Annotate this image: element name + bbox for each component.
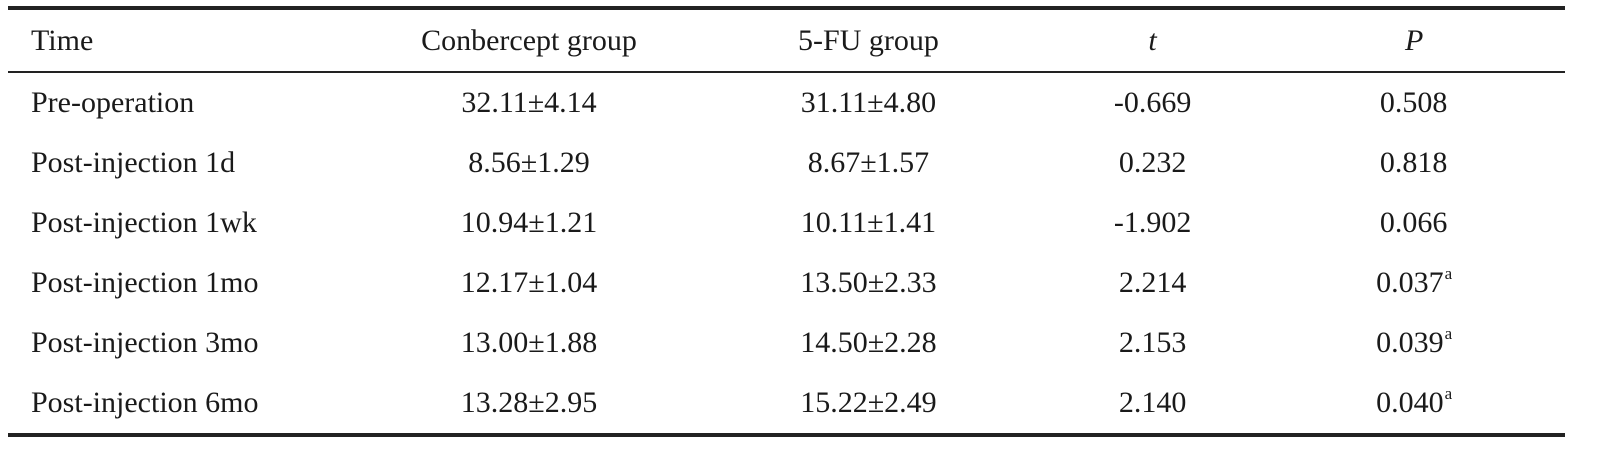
cell-5fu: 14.50±2.28: [800, 326, 937, 359]
cell-p: 0.039a: [1263, 313, 1565, 373]
cell-conbercept: 8.56±1.29: [468, 146, 590, 179]
data-table: Time Conbercept group 5-FU group t P Pre…: [8, 6, 1565, 437]
p-superscript: a: [1444, 384, 1453, 403]
table-row: Pre-operation 32.11±4.14 31.11±4.80 -0.6…: [8, 72, 1565, 133]
cell-time: Post-injection 6mo: [31, 386, 259, 419]
cell-p: 0.040a: [1263, 373, 1565, 435]
cell-time: Post-injection 3mo: [31, 326, 259, 359]
table-row: Post-injection 3mo 13.00±1.88 14.50±2.28…: [8, 313, 1565, 373]
cell-time: Post-injection 1d: [31, 146, 236, 179]
p-superscript: a: [1444, 324, 1453, 343]
header-p: P: [1404, 23, 1424, 57]
p-superscript: a: [1444, 264, 1453, 283]
cell-5fu: 15.22±2.49: [800, 386, 937, 419]
cell-t: 0.232: [1118, 146, 1187, 179]
cell-p: 0.037a: [1263, 253, 1565, 313]
table-row: Post-injection 1wk 10.94±1.21 10.11±1.41…: [8, 193, 1565, 253]
table-row: Post-injection 1mo 12.17±1.04 13.50±2.33…: [8, 253, 1565, 313]
cell-p: 0.508: [1263, 72, 1565, 133]
table-header-row: Time Conbercept group 5-FU group t P: [8, 8, 1565, 72]
header-conbercept-group: Conbercept group: [421, 23, 637, 57]
cell-time: Post-injection 1mo: [31, 266, 259, 299]
header-t: t: [1148, 23, 1157, 57]
cell-time: Pre-operation: [31, 86, 195, 119]
header-time: Time: [31, 23, 94, 57]
cell-5fu: 31.11±4.80: [800, 86, 937, 119]
p-value: 0.066: [1379, 206, 1448, 239]
cell-t: 2.140: [1118, 386, 1187, 419]
p-value: 0.039: [1376, 326, 1444, 359]
cell-conbercept: 13.00±1.88: [460, 326, 598, 359]
cell-t: -1.902: [1113, 206, 1192, 239]
cell-5fu: 8.67±1.57: [807, 146, 930, 179]
cell-5fu: 10.11±1.41: [800, 206, 937, 239]
cell-time: Post-injection 1wk: [31, 206, 257, 239]
cell-conbercept: 13.28±2.95: [460, 386, 598, 419]
cell-conbercept: 10.94±1.21: [460, 206, 598, 239]
data-table-container: Time Conbercept group 5-FU group t P Pre…: [8, 6, 1565, 437]
table-row: Post-injection 1d 8.56±1.29 8.67±1.57 0.…: [8, 133, 1565, 193]
cell-t: 2.153: [1118, 326, 1187, 359]
cell-t: 2.214: [1118, 266, 1187, 299]
cell-conbercept: 12.17±1.04: [460, 266, 598, 299]
p-value: 0.508: [1379, 86, 1448, 119]
cell-p: 0.818: [1263, 133, 1565, 193]
cell-conbercept: 32.11±4.14: [461, 86, 597, 119]
table-row: Post-injection 6mo 13.28±2.95 15.22±2.49…: [8, 373, 1565, 435]
p-value: 0.040: [1376, 386, 1444, 419]
p-value: 0.818: [1379, 146, 1448, 179]
table-body: Pre-operation 32.11±4.14 31.11±4.80 -0.6…: [8, 72, 1565, 435]
cell-t: -0.669: [1113, 86, 1192, 119]
header-5fu-group: 5-FU group: [798, 23, 939, 57]
cell-p: 0.066: [1263, 193, 1565, 253]
cell-5fu: 13.50±2.33: [800, 266, 937, 299]
p-value: 0.037: [1376, 266, 1444, 299]
